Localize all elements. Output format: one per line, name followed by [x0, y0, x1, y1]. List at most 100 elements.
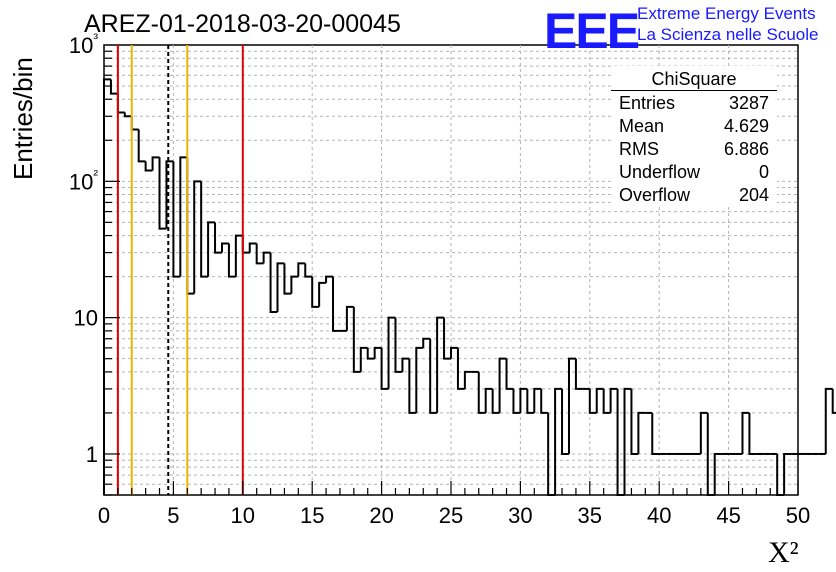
- histogram-bin: [234, 234, 243, 277]
- histogram-bin: [491, 388, 500, 414]
- y-tick-label: 1: [86, 442, 98, 467]
- histogram-bin: [165, 160, 174, 229]
- histogram-bin: [318, 281, 327, 307]
- histogram-bin: [158, 157, 167, 230]
- histogram-bin: [526, 388, 535, 414]
- x-tick-label: 0: [98, 503, 110, 528]
- histogram-bin: [269, 252, 278, 313]
- histogram-bin: [637, 411, 646, 454]
- histogram-bin: [304, 263, 313, 278]
- histogram-bin: [394, 317, 403, 373]
- histogram-bin: [519, 387, 528, 413]
- histogram-bin: [359, 346, 368, 372]
- stats-value: 204: [738, 185, 769, 205]
- histogram-bin: [429, 338, 438, 414]
- eee-logo: EEE: [544, 3, 640, 59]
- x-tick-label: 50: [786, 503, 810, 528]
- stats-label: Entries: [619, 93, 676, 113]
- histogram-bin: [477, 371, 486, 414]
- histogram-bin: [456, 347, 465, 390]
- histogram-bin: [151, 156, 160, 171]
- histogram-bin: [588, 388, 597, 414]
- histogram-bin: [103, 78, 111, 495]
- histogram-bin: [450, 346, 458, 359]
- histogram-bin: [748, 412, 757, 455]
- histogram-bin: [623, 387, 632, 495]
- stats-label: Mean: [619, 116, 665, 136]
- stats-row-overflow: Overflow 204: [611, 183, 777, 206]
- stats-title: ChiSquare: [611, 66, 777, 91]
- histogram-bin: [706, 412, 715, 496]
- histogram-bin: [512, 388, 521, 414]
- histogram-bin: [311, 276, 320, 308]
- histogram-bin: [741, 411, 750, 454]
- histogram-bin: [602, 388, 611, 414]
- histogram-bin: [540, 388, 549, 414]
- histogram-bin: [137, 129, 146, 163]
- histogram-bin: [498, 357, 507, 413]
- histogram-bin: [172, 161, 181, 278]
- x-tick-label: 25: [439, 503, 463, 528]
- y-tick-label: 10³: [69, 30, 98, 58]
- histogram-bin: [484, 387, 493, 413]
- stats-row-entries: Entries 3287: [611, 91, 777, 114]
- histogram-bin: [109, 79, 118, 95]
- histogram-bin: [609, 387, 618, 413]
- histogram-bin: [783, 452, 792, 495]
- histogram-bars: [103, 78, 836, 496]
- y-axis-label: Entries/bin: [8, 57, 38, 180]
- histogram-bin: [276, 262, 285, 312]
- x-tick-label: 20: [369, 503, 393, 528]
- histogram-bin: [380, 347, 389, 390]
- axis-ticks: [103, 50, 799, 496]
- histogram-bin: [824, 387, 833, 454]
- histogram-bin: [227, 243, 236, 278]
- histogram-bin: [332, 276, 340, 332]
- histogram-bin: [290, 275, 299, 294]
- x-tick-label: 40: [647, 503, 671, 528]
- histogram-bin: [373, 346, 382, 359]
- stats-row-underflow: Underflow 0: [611, 160, 777, 183]
- x-tick-label: 35: [578, 503, 602, 528]
- histogram-bin: [651, 412, 660, 455]
- histogram-bin: [387, 316, 396, 389]
- histogram-bin: [561, 388, 569, 455]
- y-tick-label: 10: [74, 306, 98, 331]
- histogram-bin: [144, 161, 153, 172]
- stats-box: ChiSquare Entries 3287 Mean 4.629 RMS 6.…: [611, 66, 777, 206]
- histogram-bin: [352, 306, 361, 373]
- stats-label: Overflow: [619, 185, 691, 205]
- histogram-bin: [554, 387, 563, 495]
- reference-lines: [116, 45, 244, 495]
- x-axis-label: X²: [768, 536, 799, 569]
- histogram-bin: [408, 358, 417, 414]
- histogram-bin: [443, 317, 451, 360]
- histogram-bin: [345, 305, 354, 331]
- histogram-bin: [262, 251, 271, 264]
- x-tick-label: 10: [231, 503, 255, 528]
- histogram-bin: [630, 388, 639, 455]
- histogram-bin: [415, 346, 424, 413]
- histogram-bin: [179, 156, 188, 277]
- stats-label: Underflow: [619, 162, 701, 182]
- x-tick-label: 30: [508, 503, 532, 528]
- stats-row-mean: Mean 4.629: [611, 114, 777, 137]
- stats-value: 6.886: [723, 139, 769, 159]
- histogram-bin: [325, 275, 334, 283]
- histogram-bin: [533, 387, 542, 413]
- histogram-bin: [776, 453, 785, 496]
- stats-label: RMS: [619, 139, 659, 159]
- y-tick-label: 10²: [69, 166, 98, 194]
- histogram-bin: [248, 242, 257, 253]
- histogram-bin: [422, 337, 431, 348]
- histogram-bin: [595, 387, 604, 413]
- run-title: AREZ-01-2018-03-20-00045: [84, 10, 401, 38]
- tagline-1: Extreme Energy Events: [637, 4, 816, 23]
- histogram-bin: [220, 242, 229, 253]
- stats-value: 4.629: [723, 116, 769, 136]
- tagline-2: La Scienza nelle Scuole: [637, 25, 819, 44]
- histogram-bin: [401, 357, 410, 372]
- histogram-bin: [193, 180, 202, 294]
- histogram-bin: [713, 452, 722, 495]
- histogram-bin: [463, 370, 472, 389]
